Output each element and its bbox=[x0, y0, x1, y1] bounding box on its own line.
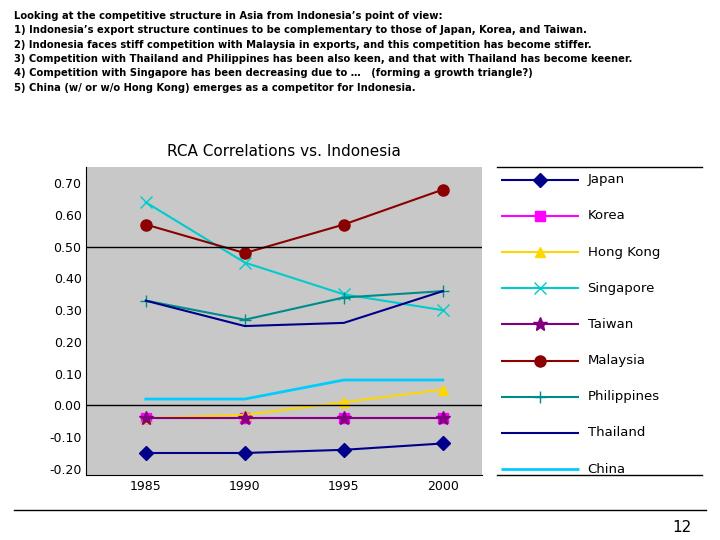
Title: RCA Correlations vs. Indonesia: RCA Correlations vs. Indonesia bbox=[168, 144, 401, 159]
Text: Thailand: Thailand bbox=[588, 427, 645, 440]
Text: Japan: Japan bbox=[588, 173, 625, 186]
Text: Looking at the competitive structure in Asia from Indonesia’s point of view:
1) : Looking at the competitive structure in … bbox=[14, 11, 633, 93]
Text: Philippines: Philippines bbox=[588, 390, 660, 403]
Text: Singapore: Singapore bbox=[588, 282, 655, 295]
Text: China: China bbox=[588, 463, 626, 476]
Text: Taiwan: Taiwan bbox=[588, 318, 633, 331]
Text: 12: 12 bbox=[672, 519, 691, 535]
Text: Malaysia: Malaysia bbox=[588, 354, 646, 367]
Text: Korea: Korea bbox=[588, 210, 625, 222]
Text: Hong Kong: Hong Kong bbox=[588, 246, 660, 259]
